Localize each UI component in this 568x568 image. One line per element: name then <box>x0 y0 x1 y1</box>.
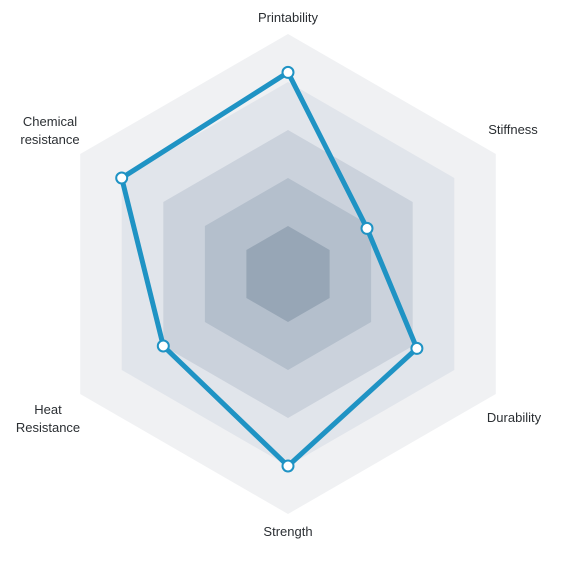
data-point-heat-resistance[interactable] <box>156 339 170 353</box>
markers-group <box>115 65 424 473</box>
data-point-stiffness[interactable] <box>360 221 374 235</box>
data-point-chemical-resistance[interactable] <box>115 171 129 185</box>
grid-levels <box>80 34 496 514</box>
axis-label-strength: Strength <box>263 524 312 539</box>
grid-level-1 <box>246 226 330 322</box>
axis-label-printability: Printability <box>258 10 318 25</box>
axis-label-chemical-resistance: Chemical resistance <box>20 114 79 147</box>
axis-labels-group: Printability Stiffness Durability Strength H… <box>16 10 542 539</box>
data-point-printability[interactable] <box>281 65 295 79</box>
axis-label-heat-resistance: Heat Resistance <box>16 402 80 435</box>
data-point-strength[interactable] <box>281 459 295 473</box>
axis-label-durability: Durability <box>487 410 542 425</box>
data-point-durability[interactable] <box>410 341 424 355</box>
axis-label-stiffness: Stiffness <box>488 122 538 137</box>
